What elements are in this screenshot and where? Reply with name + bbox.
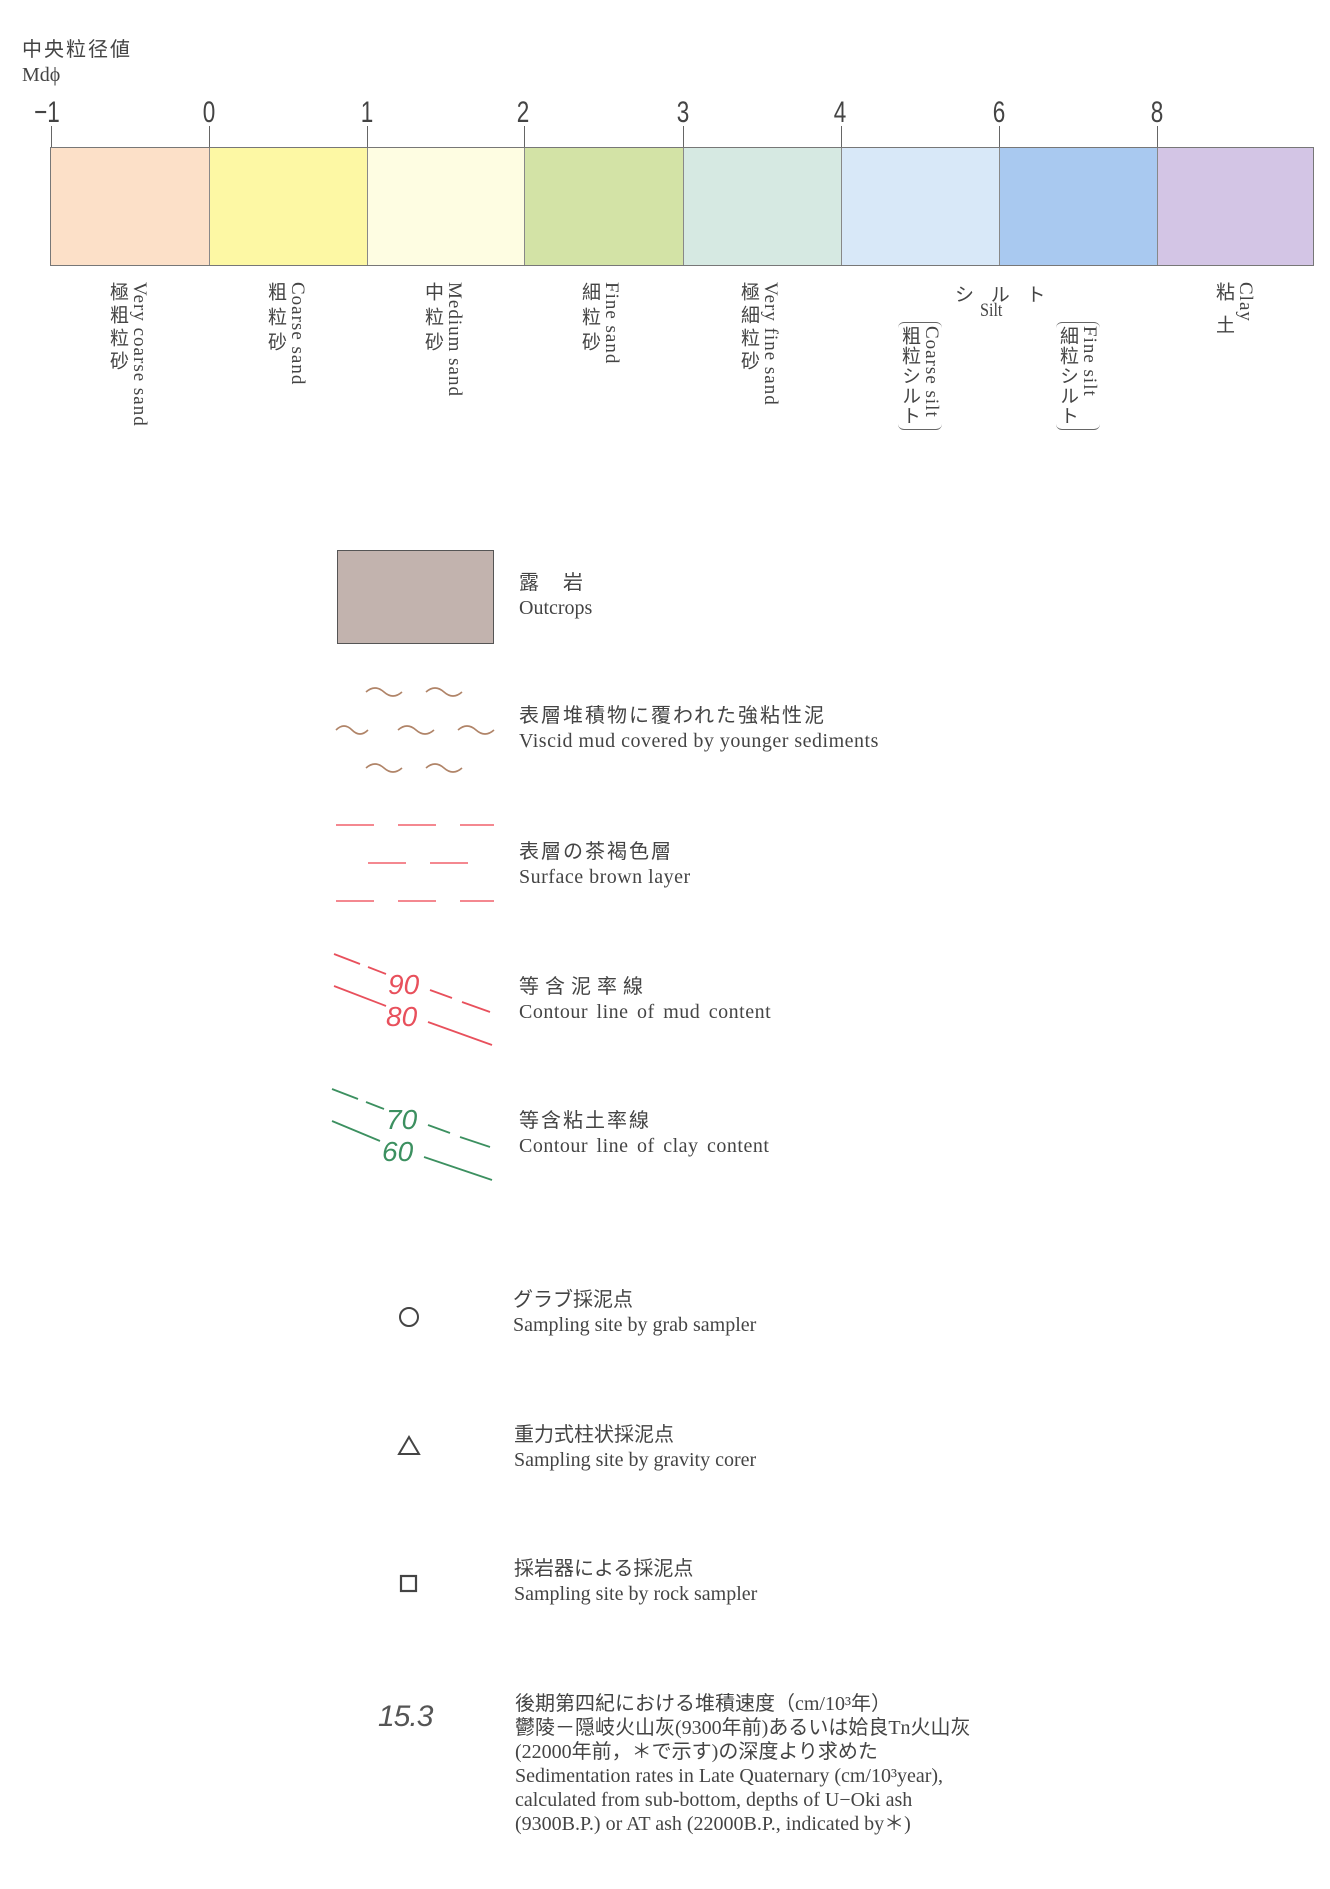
legend-line: calculated from sub-bottom, depths of U−…	[515, 1789, 913, 1811]
legend-en: Viscid mud covered by younger sediments	[519, 730, 879, 752]
square-icon	[399, 1574, 418, 1593]
legend-line: (9300B.P.) or AT ash (22000B.P., indicat…	[515, 1813, 911, 1835]
tick-label: 0	[202, 96, 216, 129]
legend-gravity: 重力式柱状採泥点 Sampling site by gravity corer	[514, 1423, 756, 1473]
segment-coarse-silt	[842, 148, 1000, 265]
tick-mark	[1157, 126, 1158, 148]
circle-icon	[399, 1307, 419, 1327]
label-very-coarse-sand: Very coarse sand 極粗粒砂	[106, 282, 150, 427]
label-very-fine-sand: Very fine sand 極細粒砂	[737, 282, 781, 406]
label-jp: 極細粒砂	[738, 282, 759, 374]
mud-contour-label-80: 80	[386, 1001, 418, 1032]
legend-line: Sedimentation rates in Late Quaternary (…	[515, 1765, 944, 1787]
grain-size-bar	[50, 147, 1314, 266]
tick-label: 6	[992, 96, 1006, 129]
label-jp: 極粗粒砂	[107, 282, 128, 374]
legend-jp: 表層堆積物に覆われた強粘性泥	[519, 705, 826, 727]
label-en: Clay	[1235, 282, 1256, 322]
tick-mark	[841, 126, 842, 148]
legend-jp: 重力式柱状採泥点	[514, 1424, 674, 1446]
mud-contour-label-90: 90	[388, 969, 420, 1000]
legend-jp: 等含粘土率線	[519, 1110, 651, 1132]
legend-en: Contour line of mud content	[519, 1001, 772, 1023]
tick-mark	[524, 126, 525, 148]
mud-contour-icon: 90 80	[333, 953, 493, 1046]
legend-surface-brown: 表層の茶褐色層 Surface brown layer	[519, 840, 691, 890]
label-coarse-sand: Coarse sand 粗粒砂	[264, 282, 308, 385]
tick-label: 4	[833, 96, 847, 129]
label-clay: Clay 粘土	[1212, 282, 1256, 348]
surface-brown-dash-icon	[336, 824, 494, 902]
label-jp: 粗粒砂	[265, 282, 286, 357]
label-en: Coarse silt	[921, 326, 942, 418]
label-jp: 粘土	[1213, 282, 1234, 348]
viscid-mud-wave-icon	[335, 687, 495, 773]
legend-en: Surface brown layer	[519, 866, 691, 888]
label-jp: 中粒砂	[422, 282, 443, 357]
legend-grab: グラブ採泥点 Sampling site by grab sampler	[513, 1288, 756, 1338]
tick-mark	[999, 126, 1000, 148]
label-medium-sand: Medium sand 中粒砂	[421, 282, 465, 397]
legend-line: (22000年前，＊で示す)の深度より求めた	[515, 1741, 878, 1763]
label-en: Very fine sand	[760, 282, 781, 406]
tick-label: −1	[34, 96, 60, 129]
segment-medium-sand	[368, 148, 525, 265]
legend-en: Sampling site by grab sampler	[513, 1314, 757, 1336]
segment-fine-sand	[525, 148, 684, 265]
legend-jp: 等含泥率線	[519, 976, 649, 998]
tick-label: 8	[1150, 96, 1164, 129]
legend-line: 後期第四紀における堆積速度（cm/10³年）	[515, 1693, 891, 1715]
legend-jp: 表層の茶褐色層	[519, 841, 673, 863]
tick-mark	[367, 126, 368, 148]
legend-viscid-mud: 表層堆積物に覆われた強粘性泥 Viscid mud covered by you…	[519, 704, 879, 754]
legend-clay-contour: 等含粘土率線 Contour line of clay content	[519, 1109, 769, 1159]
label-silt-jp: シ ル ト	[955, 285, 1052, 306]
tick-label: 2	[516, 96, 530, 129]
label-en: Medium sand	[444, 282, 465, 397]
legend-en: Contour line of clay content	[519, 1135, 770, 1157]
tick-label: 3	[676, 96, 690, 129]
sedimentation-sample-value: 15.3	[378, 1700, 433, 1733]
label-jp: 細粒シルト	[1057, 326, 1078, 426]
segment-clay	[1158, 148, 1313, 265]
legend-mud-contour: 等含泥率線 Contour line of mud content	[519, 975, 771, 1025]
legend-en: Sampling site by rock sampler	[514, 1583, 758, 1605]
triangle-icon	[397, 1435, 421, 1455]
clay-contour-label-70: 70	[386, 1104, 418, 1135]
scale-title-en: Mdϕ	[22, 64, 61, 86]
segment-very-fine-sand	[684, 148, 842, 265]
outcrops-swatch	[337, 550, 494, 644]
legend-jp: 採岩器による採泥点	[514, 1558, 694, 1580]
legend-en: Sampling site by gravity corer	[514, 1449, 757, 1471]
legend-en: Outcrops	[519, 597, 593, 619]
label-en: Coarse sand	[287, 282, 308, 386]
legend-outcrops: 露 岩 Outcrops	[519, 571, 592, 621]
legend-sedimentation: 後期第四紀における堆積速度（cm/10³年） 鬱陵－隠岐火山灰(9300年前)あ…	[515, 1692, 971, 1836]
label-silt-en: Silt	[979, 300, 1003, 321]
label-en: Very coarse sand	[129, 282, 150, 427]
tick-mark	[683, 126, 684, 148]
label-jp: 粗粒シルト	[899, 326, 920, 426]
segment-coarse-sand	[210, 148, 368, 265]
label-coarse-silt: Coarse silt 粗粒シルト	[898, 322, 942, 430]
label-en: Fine silt	[1079, 326, 1100, 397]
label-en: Fine sand	[601, 282, 622, 365]
legend-rock: 採岩器による採泥点 Sampling site by rock sampler	[514, 1557, 757, 1607]
clay-contour-label-60: 60	[382, 1136, 414, 1167]
legend-line: 鬱陵－隠岐火山灰(9300年前)あるいは姶良Tn火山灰	[515, 1717, 971, 1739]
tick-mark	[51, 126, 52, 148]
tick-mark	[209, 126, 210, 148]
tick-label: 1	[360, 96, 374, 129]
scale-title-jp: 中央粒径値	[22, 39, 132, 61]
legend-jp: 露 岩	[519, 572, 585, 594]
clay-contour-icon: 70 60	[331, 1088, 493, 1181]
label-fine-sand: Fine sand 細粒砂	[578, 282, 622, 364]
label-fine-silt: Fine silt 細粒シルト	[1056, 322, 1100, 430]
label-jp: 細粒砂	[579, 282, 600, 357]
segment-very-coarse-sand	[51, 148, 210, 265]
legend-jp: グラブ採泥点	[513, 1289, 633, 1311]
segment-fine-silt	[1000, 148, 1158, 265]
